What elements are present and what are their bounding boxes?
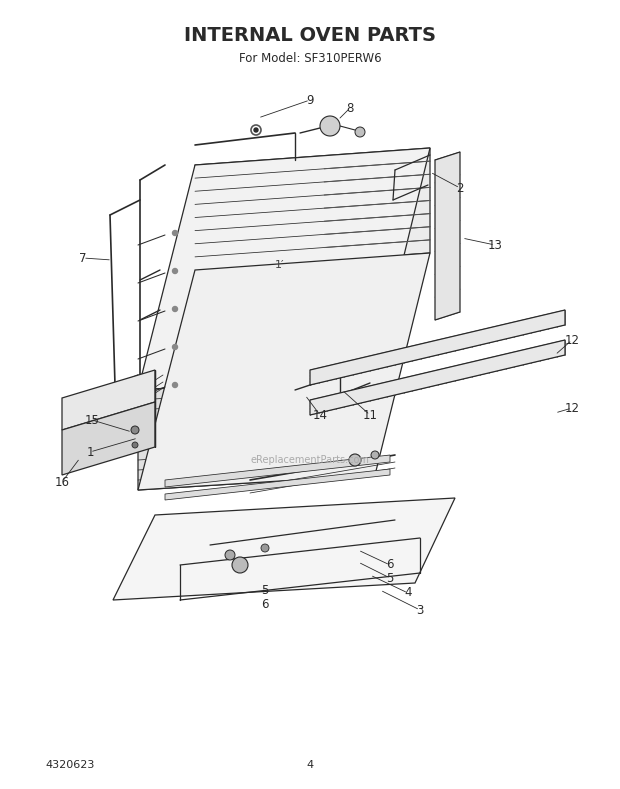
Polygon shape: [113, 498, 455, 600]
Circle shape: [261, 544, 269, 552]
Circle shape: [132, 442, 138, 448]
Circle shape: [172, 345, 177, 350]
Text: 1′: 1′: [275, 260, 285, 270]
Text: 16: 16: [55, 476, 69, 488]
Text: 7: 7: [79, 252, 87, 264]
Polygon shape: [62, 370, 155, 430]
Text: 12: 12: [564, 334, 580, 346]
Text: 6: 6: [261, 599, 268, 611]
Polygon shape: [310, 310, 565, 385]
Circle shape: [232, 557, 248, 573]
Text: 1: 1: [86, 446, 94, 458]
Circle shape: [172, 306, 177, 312]
Circle shape: [172, 268, 177, 274]
Polygon shape: [310, 340, 565, 415]
Text: 2: 2: [456, 181, 464, 195]
Text: 14: 14: [312, 409, 327, 421]
Circle shape: [355, 127, 365, 137]
Text: 5: 5: [261, 584, 268, 596]
Text: 9: 9: [306, 94, 314, 107]
Circle shape: [349, 454, 361, 466]
Polygon shape: [435, 152, 460, 320]
Text: 5: 5: [386, 571, 394, 585]
Polygon shape: [138, 148, 430, 390]
Circle shape: [320, 116, 340, 136]
Polygon shape: [138, 375, 375, 490]
Text: 8: 8: [347, 102, 353, 114]
Polygon shape: [165, 455, 390, 487]
Text: 3: 3: [416, 604, 423, 616]
Text: INTERNAL OVEN PARTS: INTERNAL OVEN PARTS: [184, 25, 436, 44]
Circle shape: [254, 128, 258, 132]
Text: 11: 11: [363, 409, 378, 421]
Text: 4320623: 4320623: [45, 760, 94, 770]
Text: 4: 4: [306, 760, 314, 770]
Text: For Model: SF310PERW6: For Model: SF310PERW6: [239, 51, 381, 65]
Polygon shape: [165, 469, 390, 500]
Circle shape: [371, 451, 379, 459]
Text: eReplacementParts.com: eReplacementParts.com: [250, 455, 370, 465]
Circle shape: [172, 383, 177, 387]
Polygon shape: [138, 253, 430, 490]
Circle shape: [225, 550, 235, 560]
Polygon shape: [195, 148, 430, 270]
Polygon shape: [62, 402, 155, 475]
Text: 13: 13: [487, 238, 502, 252]
Text: 12: 12: [564, 402, 580, 414]
Text: 6: 6: [386, 559, 394, 571]
Circle shape: [172, 230, 177, 235]
Text: 15: 15: [84, 413, 99, 427]
Circle shape: [131, 426, 139, 434]
Text: 4: 4: [404, 586, 412, 600]
